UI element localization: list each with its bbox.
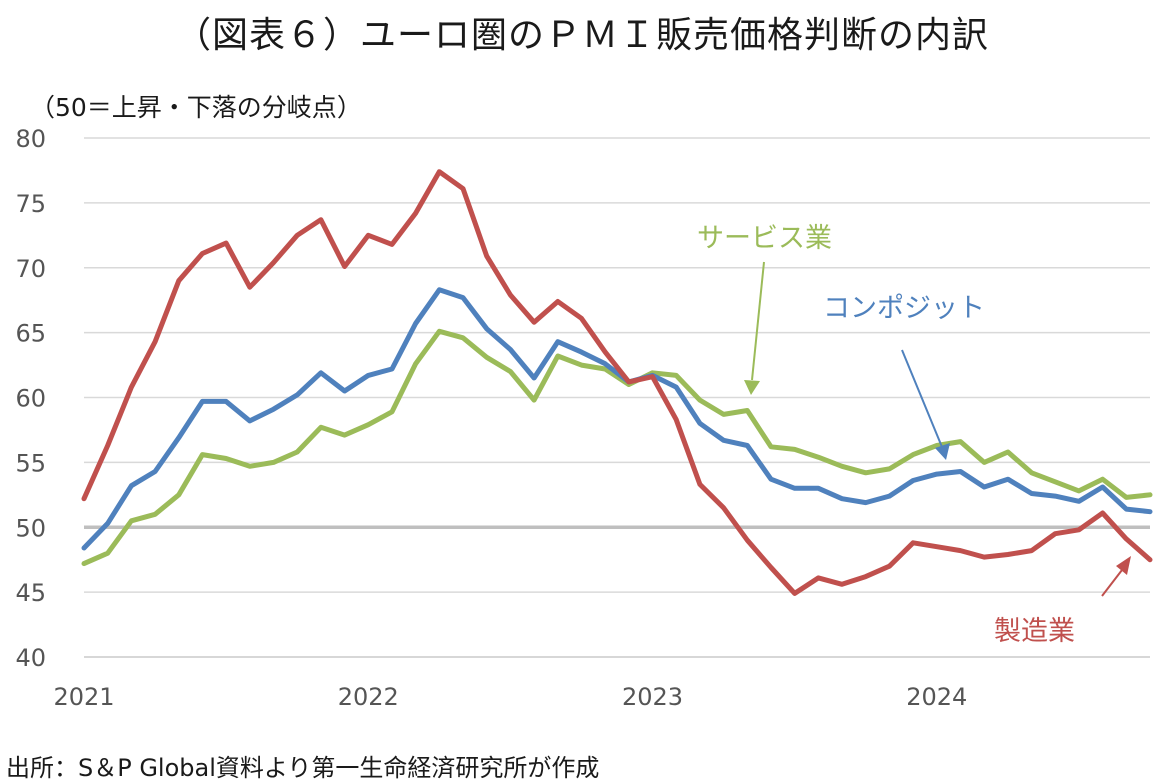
series-lines <box>81 169 1153 596</box>
y-axis-ticks: 40 45 50 55 60 65 70 75 80 <box>15 125 46 672</box>
y-tick-label-60: 60 <box>15 385 46 413</box>
x-tick-label-2021: 2021 <box>53 683 114 711</box>
x-tick-label-2022: 2022 <box>338 683 399 711</box>
x-axis-ticks: 2021 2022 2023 2024 <box>53 683 967 711</box>
y-tick-label-65: 65 <box>15 320 46 348</box>
arrowhead-services <box>744 380 760 395</box>
gridlines <box>84 137 1150 658</box>
arrow-composite <box>901 349 943 448</box>
series-label-services: サービス業 <box>697 223 832 254</box>
y-tick-label-75: 75 <box>15 190 46 218</box>
y-tick-label-40: 40 <box>15 644 46 672</box>
x-tick-label-2023: 2023 <box>622 683 683 711</box>
x-tick-label-2024: 2024 <box>906 683 967 711</box>
y-tick-label-45: 45 <box>15 579 46 607</box>
arrowhead-manufacturing <box>1116 556 1131 575</box>
y-axis-unit-note: （50＝上昇・下落の分岐点） <box>30 93 362 122</box>
series-line-services <box>81 328 1153 567</box>
source-note: 出所：S＆P Global資料より第一生命経済研究所が作成 <box>6 754 600 782</box>
series-label-manufacturing: 製造業 <box>994 616 1075 647</box>
y-tick-label-70: 70 <box>15 255 46 283</box>
series-label-composite: コンポジット <box>823 293 985 324</box>
arrow-services <box>751 261 765 381</box>
y-tick-label-80: 80 <box>15 125 46 153</box>
series-line-manufacturing <box>81 169 1153 596</box>
y-tick-label-50: 50 <box>15 514 46 542</box>
arrowhead-composite <box>935 443 950 460</box>
chart-title: （図表６）ユーロ圏のＰＭＩ販売価格判断の内訳 <box>174 15 989 56</box>
y-tick-label-55: 55 <box>15 449 46 477</box>
series-annotations: サービス業 コンポジット 製造業 <box>697 223 1131 647</box>
series-line-composite <box>81 287 1153 551</box>
arrow-manufacturing <box>1101 569 1123 597</box>
